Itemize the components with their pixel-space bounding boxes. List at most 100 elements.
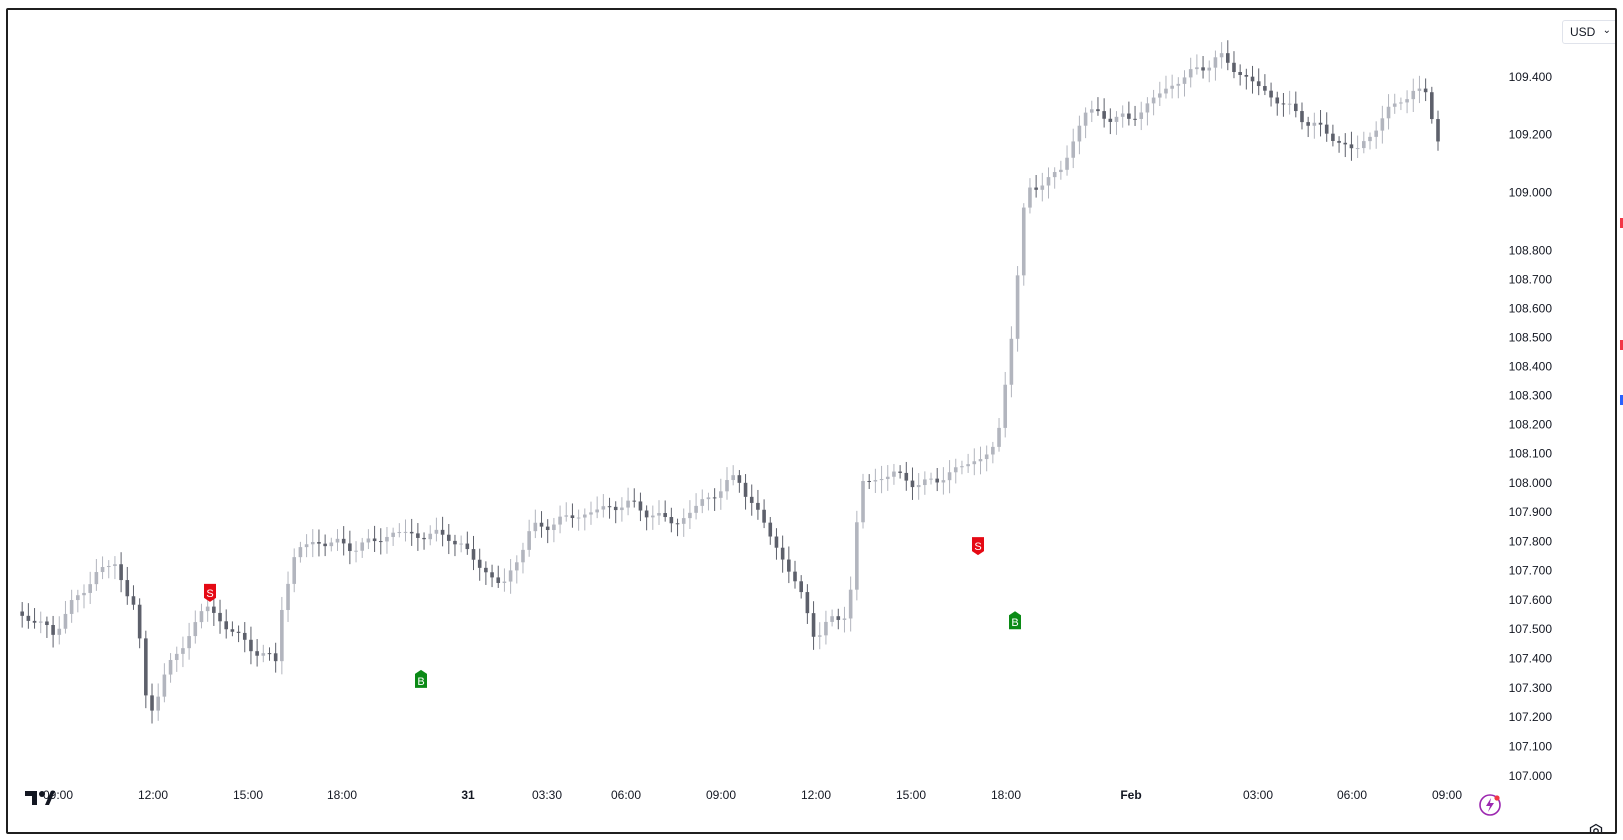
candle-body: [434, 529, 439, 534]
sell-signal-marker[interactable]: S: [204, 583, 216, 602]
candle-body: [422, 537, 426, 540]
candle-body: [273, 653, 278, 662]
currency-select[interactable]: USD ⌄: [1562, 20, 1615, 44]
candle-body: [824, 621, 828, 636]
candle-body: [119, 564, 123, 581]
candles-layer: [20, 40, 1440, 724]
candle-body: [465, 543, 470, 550]
price-tick-label: 108.700: [1509, 272, 1553, 286]
candle-body: [576, 517, 581, 519]
candle-body: [45, 621, 49, 626]
candle-body: [1046, 177, 1051, 186]
candle-body: [1294, 103, 1298, 112]
candle-body: [1188, 69, 1193, 78]
candle-body: [1399, 102, 1403, 104]
candle-body: [38, 621, 43, 623]
candle-body: [527, 531, 531, 550]
candle-body: [1065, 157, 1069, 170]
candle-body: [1343, 142, 1348, 145]
candle-body: [249, 639, 253, 652]
candle-body: [533, 522, 538, 532]
sell-signal-marker[interactable]: S: [972, 537, 984, 556]
candle-body: [1423, 88, 1428, 93]
candle-body: [892, 471, 896, 477]
candle-body: [1374, 130, 1378, 137]
candle-body: [1028, 187, 1032, 208]
chart-canvas[interactable]: S B S B 109.400 109.200 109.000 108.800 108.700…: [8, 10, 1615, 832]
price-tick-label: 107.200: [1509, 710, 1553, 724]
candle-body: [712, 497, 717, 499]
candle-body: [756, 502, 760, 510]
candle-body: [267, 653, 272, 655]
candle-body: [1009, 338, 1014, 385]
candle-body: [1207, 67, 1212, 71]
price-tick-label: 109.400: [1509, 70, 1553, 84]
price-tick-label: 107.600: [1509, 593, 1553, 607]
candle-body: [583, 514, 587, 518]
candle-body: [787, 559, 791, 572]
candle-body: [780, 547, 785, 560]
candle-body: [669, 517, 674, 524]
candle-body: [1096, 109, 1100, 112]
candle-body: [1312, 122, 1317, 126]
time-tick-label: 12:00: [801, 788, 831, 802]
candle-body: [1263, 86, 1267, 91]
candle-body: [1386, 106, 1391, 119]
lightning-icon[interactable]: [1478, 793, 1502, 817]
candle-body: [545, 526, 550, 531]
candle-body: [706, 497, 711, 500]
candle-body: [1238, 72, 1242, 75]
candle-body: [280, 609, 284, 662]
price-tick-label: 108.500: [1509, 330, 1553, 344]
candle-body: [848, 589, 853, 619]
candle-body: [1089, 109, 1094, 113]
candle-body: [224, 621, 229, 630]
candle-body: [1164, 88, 1168, 94]
candle-body: [484, 567, 488, 573]
candle-body: [459, 543, 463, 545]
gear-icon[interactable]: [1588, 823, 1604, 834]
tradingview-logo-icon[interactable]: [25, 789, 55, 807]
candle-body: [26, 615, 31, 621]
candle-body: [1195, 67, 1199, 70]
candle-body: [570, 515, 575, 519]
time-tick-label: 12:00: [138, 788, 168, 802]
candle-body: [768, 522, 773, 537]
candle-body: [558, 516, 562, 525]
candle-body: [749, 496, 754, 503]
candle-body: [1306, 122, 1310, 126]
candle-body: [663, 513, 667, 518]
candle-body: [156, 696, 160, 711]
candle-body: [923, 479, 927, 486]
candle-body: [409, 531, 414, 534]
chart-frame: S B S B 109.400 109.200 109.000 108.800 108.700…: [6, 8, 1617, 834]
candle-body: [1176, 83, 1181, 86]
candle-body: [1411, 90, 1416, 100]
candle-body: [589, 512, 593, 515]
candle-body: [1120, 113, 1125, 117]
candle-body: [292, 557, 297, 584]
candle-body: [1145, 103, 1150, 113]
candle-body: [329, 542, 334, 547]
candle-body: [366, 538, 371, 543]
candle-body: [1170, 85, 1174, 89]
candle-body: [403, 531, 408, 533]
candle-body: [1324, 124, 1329, 134]
price-tick-label: 109.000: [1509, 185, 1553, 199]
candle-body: [898, 471, 902, 473]
candle-body: [861, 481, 865, 523]
candle-body: [94, 572, 99, 585]
candle-body: [644, 510, 649, 518]
candle-body: [162, 674, 167, 697]
candle-body: [521, 549, 525, 563]
candle-body: [1337, 140, 1341, 143]
buy-signal-marker[interactable]: B: [1009, 611, 1021, 630]
alert-mark: [1620, 395, 1623, 405]
candle-body: [694, 505, 698, 513]
candle-body: [106, 565, 111, 568]
buy-signal-marker[interactable]: B: [415, 669, 427, 688]
candle-body: [391, 532, 395, 537]
price-tick-label: 107.000: [1509, 769, 1553, 783]
price-tick-label: 107.400: [1509, 651, 1553, 665]
candle-body: [1059, 169, 1063, 173]
